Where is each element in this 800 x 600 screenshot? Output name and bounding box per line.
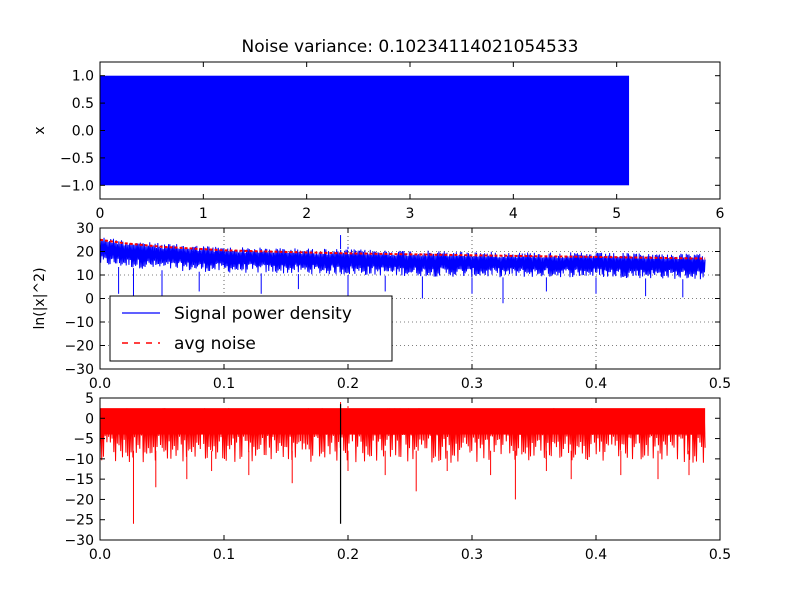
xtick-label: 0.1 xyxy=(213,547,235,563)
xtick-label: 0.5 xyxy=(709,376,731,392)
ytick-label: −0.5 xyxy=(60,151,94,167)
ytick-label: −15 xyxy=(64,472,94,488)
residual-line xyxy=(99,408,706,463)
xtick-label: 2 xyxy=(302,206,311,222)
ytick-label: −10 xyxy=(64,452,94,468)
top-panel-ticks: 0 1 2 3 4 5 6 −1.0 −0.5 0.0 0.5 1.0 xyxy=(60,62,725,222)
ytick-label: 5 xyxy=(85,391,94,407)
ytick-label: −25 xyxy=(64,513,94,529)
legend-label-signal: Signal power density xyxy=(174,304,352,324)
chart-title: Noise variance: 0.10234114021054533 xyxy=(242,37,579,57)
top-panel-data xyxy=(100,75,630,186)
top-panel-time-signal: 0 1 2 3 4 5 6 −1.0 −0.5 0.0 0.5 1.0 x xyxy=(32,61,725,222)
ytick-label: −10 xyxy=(64,315,94,331)
xtick-label: 0.2 xyxy=(337,547,359,563)
middle-panel-power-density: 0.0 0.1 0.2 0.3 0.4 0.5 −30 −20 −10 0 10 20 30 ln(|x… xyxy=(32,221,731,392)
avg-noise-line xyxy=(99,238,706,260)
xtick-label: 0 xyxy=(96,206,105,222)
xtick-label: 0.0 xyxy=(89,547,111,563)
signal-band xyxy=(100,75,630,186)
ytick-label: 20 xyxy=(76,245,94,261)
ytick-label: 1.0 xyxy=(72,69,94,85)
xtick-label: 5 xyxy=(612,206,621,222)
xtick-label: 4 xyxy=(509,206,518,222)
bottom-panel-frame xyxy=(99,397,721,541)
xtick-label: 0.4 xyxy=(585,547,607,563)
ytick-label: 0 xyxy=(85,411,94,427)
xtick-label: 0.2 xyxy=(337,376,359,392)
ytick-label: 0.5 xyxy=(72,96,94,112)
legend: Signal power density avg noise xyxy=(109,295,393,362)
ytick-label: −20 xyxy=(64,492,94,508)
ytick-label: 0 xyxy=(85,292,94,308)
middle-panel-ticks: 0.0 0.1 0.2 0.3 0.4 0.5 −30 −20 −10 0 10 20 30 xyxy=(64,221,731,392)
xtick-label: 6 xyxy=(716,206,725,222)
ytick-label: 10 xyxy=(76,268,94,284)
ytick-label: −30 xyxy=(64,533,94,549)
legend-box xyxy=(109,295,393,362)
ytick-label: −1.0 xyxy=(60,178,94,194)
bottom-panel-data xyxy=(99,402,706,524)
xtick-label: 1 xyxy=(199,206,208,222)
ytick-label: −20 xyxy=(64,339,94,355)
middle-panel-data xyxy=(99,235,706,304)
top-panel-ylabel: x xyxy=(32,126,48,134)
ytick-label: 30 xyxy=(76,221,94,237)
ytick-label: 0.0 xyxy=(72,124,94,140)
xtick-label: 0.3 xyxy=(461,376,483,392)
middle-panel-grid xyxy=(100,228,720,369)
xtick-label: 0.1 xyxy=(213,376,235,392)
bottom-panel-ticks: 0.0 0.1 0.2 0.3 0.4 0.5 −30 −25 −20 −15 −10 −5 0 5 xyxy=(64,391,731,563)
xtick-label: 0.5 xyxy=(709,547,731,563)
xtick-label: 0.4 xyxy=(585,376,607,392)
ytick-label: −30 xyxy=(64,362,94,378)
xtick-label: 3 xyxy=(406,206,415,222)
signal-power-density-line xyxy=(99,237,706,280)
bottom-panel-residual: 0.0 0.1 0.2 0.3 0.4 0.5 −30 −25 −20 −15 −10 −5 0 5 xyxy=(64,391,731,563)
xtick-label: 0.0 xyxy=(89,376,111,392)
xtick-label: 0.3 xyxy=(461,547,483,563)
legend-label-avg-noise: avg noise xyxy=(174,334,256,354)
middle-panel-ylabel: ln(|x|^2) xyxy=(32,267,48,329)
ytick-label: −5 xyxy=(73,432,94,448)
